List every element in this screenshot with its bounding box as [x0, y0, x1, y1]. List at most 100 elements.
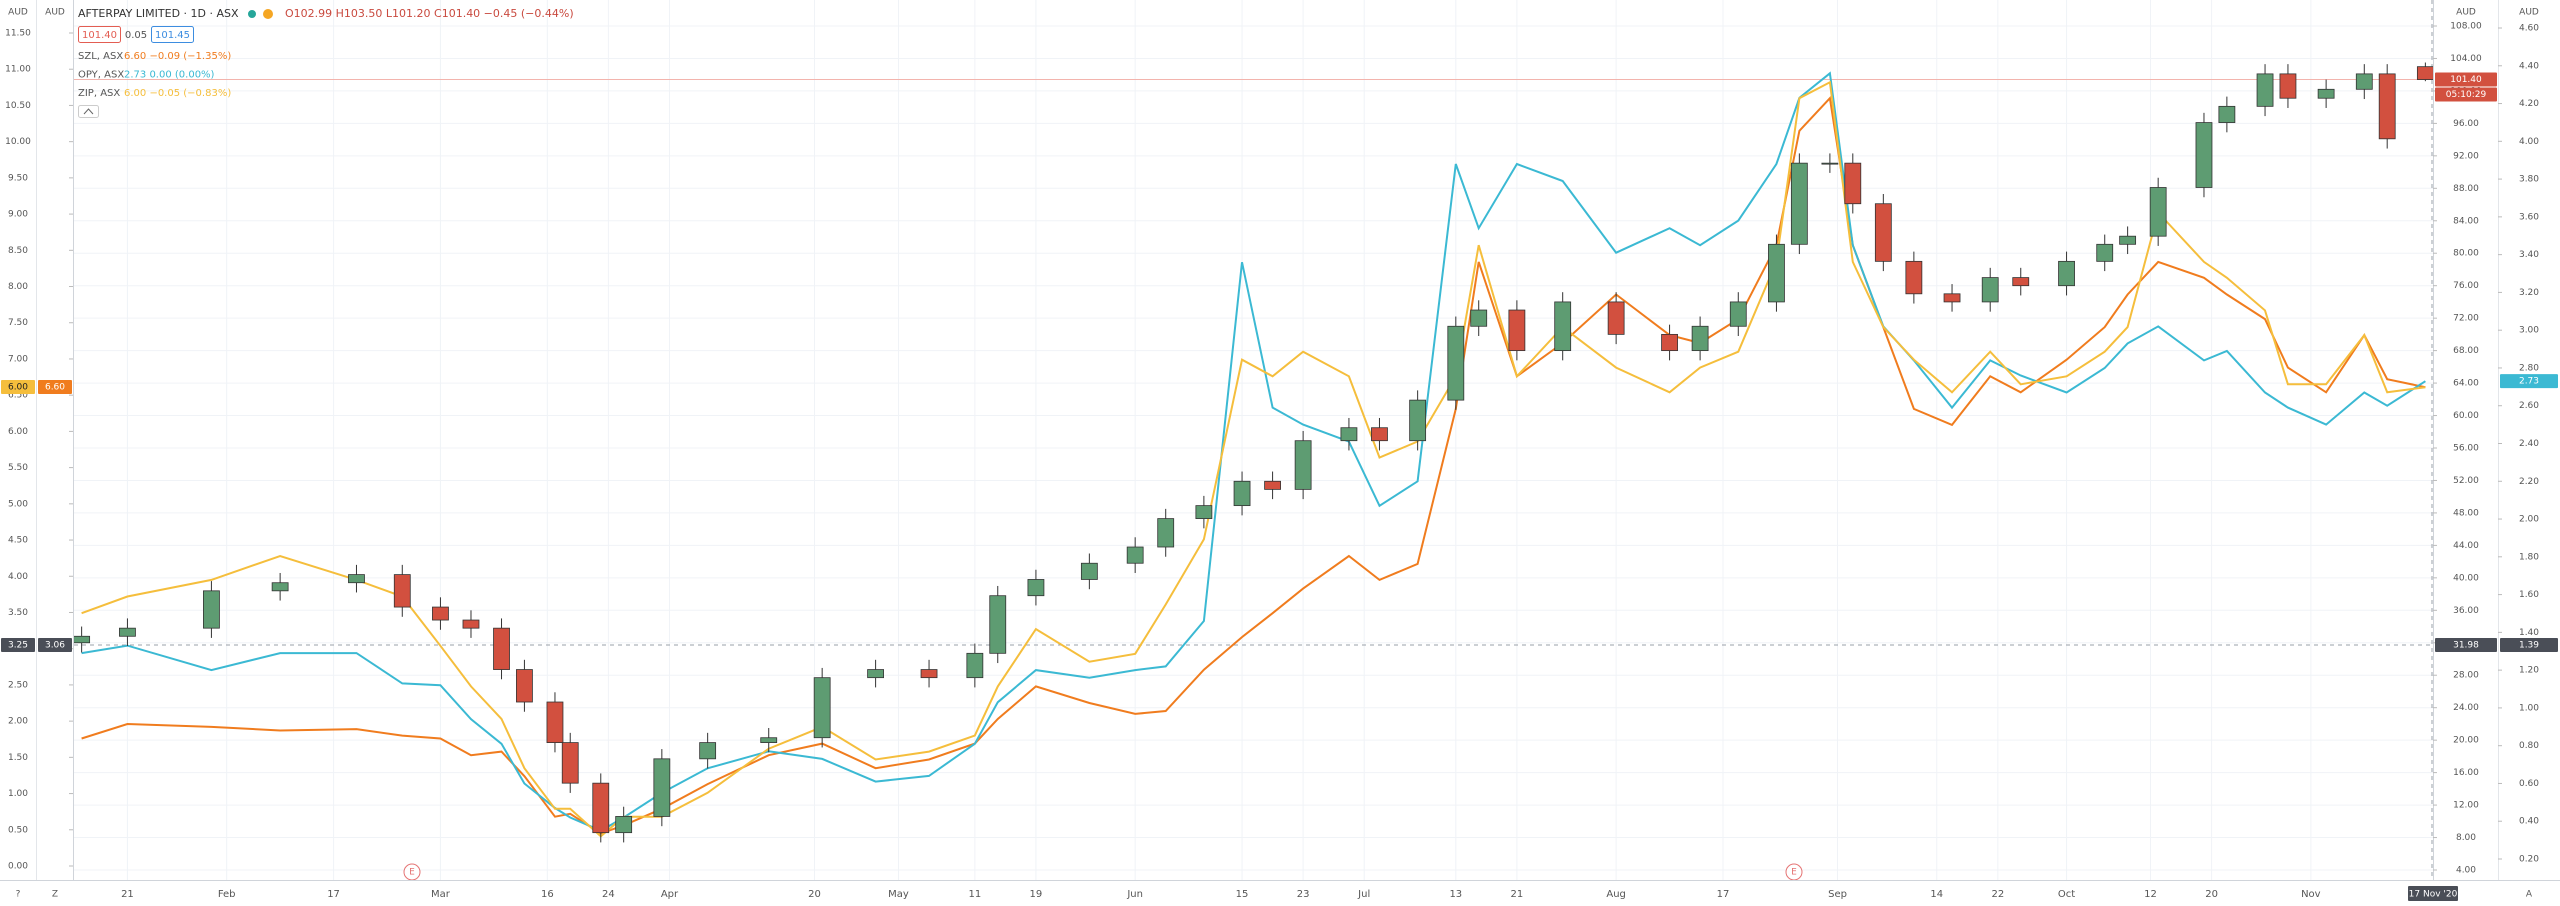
candle-body: [920, 669, 938, 679]
legend-values: 2.73 0.00 (0.00%): [124, 70, 215, 81]
y2-tick-label: 7.50: [8, 318, 28, 328]
symbol-title: AFTERPAY LIMITED · 1D · ASX: [78, 7, 239, 20]
candle-body: [1508, 309, 1526, 352]
candle-body: [615, 816, 633, 834]
x-tick-label: 12: [2144, 889, 2157, 900]
candle-body: [2378, 73, 2396, 140]
y-tick-label: 60.00: [2453, 411, 2479, 421]
x-tick-label: Jul: [1357, 889, 1370, 900]
candle-body: [813, 677, 831, 739]
candle-body: [2149, 187, 2167, 237]
y2-tick-label: 1.50: [8, 753, 28, 763]
y3-tick-label: 1.80: [2519, 552, 2539, 562]
y2-tick-label: 8.50: [8, 246, 28, 256]
candle-body: [2058, 260, 2075, 287]
y-tick-label: 12.00: [2453, 801, 2479, 811]
y-tick-label: 20.00: [2453, 736, 2479, 746]
price-badge: [1, 638, 35, 652]
zoom-button[interactable]: Z: [52, 890, 58, 900]
candle-body: [760, 737, 778, 743]
y-tick-label: 52.00: [2453, 476, 2479, 486]
candle-body: [493, 627, 510, 670]
candle-body: [1233, 480, 1251, 507]
candle-body: [1294, 440, 1312, 490]
y2-tick-label: 5.00: [8, 499, 28, 509]
candle-body: [1554, 301, 1572, 352]
y-tick-label: 84.00: [2453, 216, 2479, 226]
y2-tick-label: 4.50: [8, 536, 28, 546]
y2-tick-label: 2.00: [8, 717, 28, 727]
y3-tick-label: 2.40: [2519, 439, 2539, 449]
x-tick-label: 13: [1449, 889, 1462, 900]
candle-body: [271, 582, 289, 592]
y3-tick-label: 2.00: [2519, 515, 2539, 525]
x-tick-label: 21: [121, 889, 134, 900]
y2-tick-label: 6.00: [8, 427, 28, 437]
candle-body: [1157, 518, 1175, 548]
y3-tick-label: 0.80: [2519, 741, 2539, 751]
bid-box: [78, 26, 121, 43]
y3-tick-label: 3.40: [2519, 250, 2539, 260]
y-tick-label: 24.00: [2453, 703, 2479, 713]
grid: [74, 0, 2433, 880]
price-badge: [38, 638, 72, 652]
price-badge-text: 3.06: [45, 641, 65, 651]
x-tick-label: Feb: [218, 889, 236, 900]
delay-icon: [263, 9, 273, 19]
candle-body: [867, 669, 885, 679]
x-tick-label: 19: [1030, 889, 1043, 900]
y-tick-label: 44.00: [2453, 541, 2479, 551]
y-tick-label: 92.00: [2453, 151, 2479, 161]
y3-tick-label: 3.20: [2519, 288, 2539, 298]
y2-tick-label: 6.50: [8, 391, 28, 401]
earnings-label: E: [409, 868, 415, 878]
candle-body: [1874, 203, 1892, 262]
candle-body: [1126, 546, 1144, 564]
price-badge: [38, 380, 72, 394]
x-tick-label: Aug: [1606, 889, 1626, 900]
y2-tick-label: 11.00: [5, 65, 31, 75]
y-tick-label: 28.00: [2453, 671, 2479, 681]
price-badge: [2500, 374, 2558, 389]
currency-label: AUD: [2519, 8, 2539, 18]
x-tick-label: 24: [602, 889, 615, 900]
collapse-button[interactable]: [78, 105, 99, 118]
price-badge-text: 6.00: [8, 383, 28, 393]
legend-name: OPY, ASX: [78, 70, 124, 81]
candle-body: [1661, 333, 1678, 352]
x-tick-label: May: [888, 889, 909, 900]
candle-body: [966, 652, 984, 679]
x-tick-label: Mar: [431, 889, 451, 900]
y-tick-label: 64.00: [2453, 379, 2479, 389]
legend-values: 6.60 −0.09 (−1.35%): [124, 51, 231, 62]
ask: 101.45: [155, 30, 190, 41]
y3-tick-label: 0.60: [2519, 779, 2539, 789]
candle-body: [989, 595, 1007, 654]
y2-tick-label: 7.00: [8, 354, 28, 364]
y-tick-label: 80.00: [2453, 249, 2479, 259]
status-dot: [248, 10, 256, 18]
price-badge-text: 1.39: [2519, 641, 2539, 651]
candle-body: [2096, 243, 2114, 262]
candle-body: [1470, 309, 1488, 327]
auto-scale-button[interactable]: A: [2526, 890, 2533, 900]
y3-tick-label: 1.20: [2519, 666, 2539, 676]
candle-body: [2317, 88, 2335, 99]
y2-tick-label: 9.00: [8, 210, 28, 220]
candle-body: [2119, 235, 2137, 245]
price-badge-text: 05:10:29: [2446, 90, 2487, 100]
y-tick-label: 76.00: [2453, 281, 2479, 291]
help-button[interactable]: ?: [16, 890, 21, 900]
currency-label: AUD: [2456, 8, 2476, 18]
y2-tick-label: 3.50: [8, 608, 28, 618]
y3-tick-label: 1.40: [2519, 628, 2539, 638]
currency-label: AUD: [45, 8, 65, 18]
price-badge-text: 101.40: [2450, 75, 2482, 85]
y-tick-label: 56.00: [2453, 444, 2479, 454]
price-badge-text: 31.98: [2453, 641, 2479, 651]
candle-body: [73, 635, 91, 644]
x-tick-label: 16: [541, 889, 554, 900]
spread: 0.05: [125, 30, 147, 41]
